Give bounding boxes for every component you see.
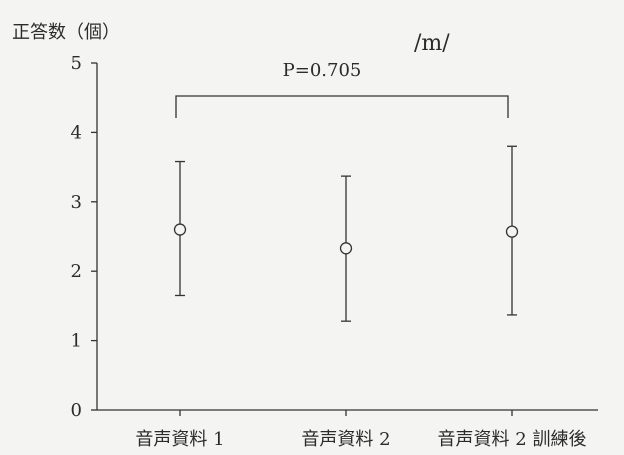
y-tick-label: 2 [71,261,82,282]
data-point [339,242,353,255]
p-value-label: P=0.705 [283,60,362,81]
data-point [173,223,187,236]
chart-title: /m/ [414,31,450,56]
axes [96,63,598,411]
y-tick-label: 3 [71,192,82,213]
x-tick-label: 音声資料 2 訓練後 [438,429,587,450]
data-point [505,225,519,238]
y-axis-label: 正答数（個） [12,22,120,43]
y-tick-label: 0 [71,400,82,421]
y-tick-label: 5 [71,53,82,74]
significance-bracket [175,95,509,118]
y-tick-label: 1 [71,331,82,352]
x-tick-label: 音声資料 1 [135,429,224,450]
x-tick-label-group: 音声資料 1 音声資料 2 音声資料 2 訓練後 [135,410,586,450]
x-tick-label: 音声資料 2 [301,429,390,450]
y-tick-group: 0 1 2 3 4 5 [71,53,97,421]
data-mark-group [173,145,519,322]
significance-bracket-group: P=0.705 [175,60,509,118]
y-tick-label: 4 [71,122,82,143]
